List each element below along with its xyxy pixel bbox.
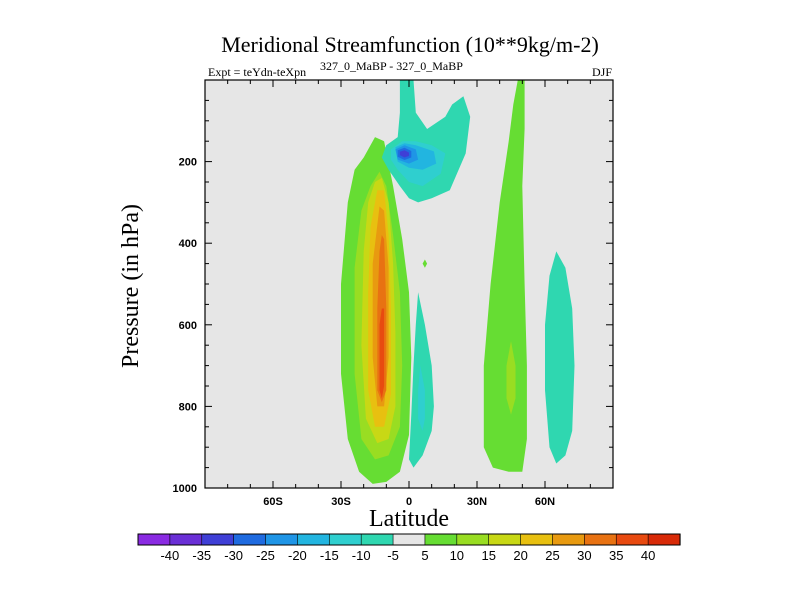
colorbar-label: -10 bbox=[352, 548, 371, 563]
y-axis: 200 400 600 800 1000 bbox=[173, 79, 613, 495]
y-tick-label: 600 bbox=[179, 320, 197, 332]
y-axis-label: Pressure (in hPa) bbox=[118, 204, 144, 368]
colorbar-swatch bbox=[265, 533, 299, 546]
contour-layer bbox=[341, 80, 575, 484]
colorbar-swatch bbox=[647, 533, 681, 546]
contour-small-pos-blob bbox=[422, 259, 428, 268]
chart-subtitle-sup: 327_0_MaBP - 327_0_MaBP bbox=[320, 59, 463, 73]
colorbar-swatch bbox=[328, 533, 362, 546]
colorbar-label: -15 bbox=[320, 548, 339, 563]
colorbar-swatch bbox=[169, 533, 203, 546]
x-tick-label: 60N bbox=[535, 496, 555, 508]
contour-nh-pos-5 bbox=[483, 80, 527, 472]
colorbar-label: 20 bbox=[513, 548, 527, 563]
colorbar-label: -35 bbox=[192, 548, 211, 563]
colorbar-frame bbox=[137, 533, 681, 546]
colorbar-swatch bbox=[137, 533, 171, 546]
colorbar-label: 5 bbox=[421, 548, 428, 563]
colorbar-swatch bbox=[520, 533, 554, 546]
colorbar-swatch bbox=[297, 533, 330, 546]
colorbar-swatch bbox=[615, 533, 649, 546]
chart-title: Meridional Streamfunction (10**9kg/m-2) bbox=[221, 32, 599, 57]
contour-upper-neg-30 bbox=[399, 150, 409, 158]
x-tick-label: 0 bbox=[406, 496, 412, 508]
contour-eq-neg-10 bbox=[418, 365, 425, 431]
y-tick-label: 800 bbox=[179, 401, 197, 413]
x-tick-label: 30S bbox=[331, 496, 351, 508]
colorbar-label: -40 bbox=[160, 548, 179, 563]
y-tick-label: 400 bbox=[179, 238, 197, 250]
chart-season: DJF bbox=[592, 65, 612, 79]
y-tick-label: 1000 bbox=[173, 483, 197, 495]
colorbar-swatch bbox=[456, 533, 490, 546]
colorbar-swatch bbox=[584, 533, 617, 546]
colorbar-label: -25 bbox=[256, 548, 275, 563]
colorbar-label: 25 bbox=[545, 548, 559, 563]
x-axis-label: Latitude bbox=[369, 506, 449, 532]
colorbar-swatch bbox=[360, 533, 394, 546]
colorbar-label: 35 bbox=[609, 548, 623, 563]
colorbar-label: -20 bbox=[288, 548, 307, 563]
chart-subtitle-left: Expt = teYdn-teXpn bbox=[208, 65, 306, 79]
colorbar: -40 -35 -30 -25 -20 -15 -10 -5 5 10 15 20 25 30 35 40 bbox=[137, 533, 681, 563]
colorbar-label: 40 bbox=[641, 548, 655, 563]
colorbar-swatch bbox=[552, 533, 585, 546]
colorbar-label: 15 bbox=[481, 548, 495, 563]
contour-nh-pos-10 bbox=[506, 341, 516, 415]
colorbar-swatch bbox=[392, 533, 426, 546]
colorbar-swatch bbox=[424, 533, 458, 546]
y-tick-label: 200 bbox=[179, 157, 197, 169]
colorbar-swatch bbox=[488, 533, 522, 546]
contour-nh-neg-5 bbox=[545, 251, 575, 464]
colorbar-label: 30 bbox=[577, 548, 591, 563]
colorbar-swatch bbox=[201, 533, 235, 546]
x-tick-label: 30N bbox=[467, 496, 487, 508]
colorbar-swatch bbox=[233, 533, 267, 546]
x-tick-label: 60S bbox=[263, 496, 283, 508]
colorbar-label: -30 bbox=[224, 548, 243, 563]
x-axis: 60S 30S 0 30N 60N bbox=[204, 80, 614, 508]
colorbar-label: -5 bbox=[387, 548, 399, 563]
colorbar-label: 10 bbox=[450, 548, 464, 563]
contour-sh-pos-35 bbox=[379, 308, 385, 399]
